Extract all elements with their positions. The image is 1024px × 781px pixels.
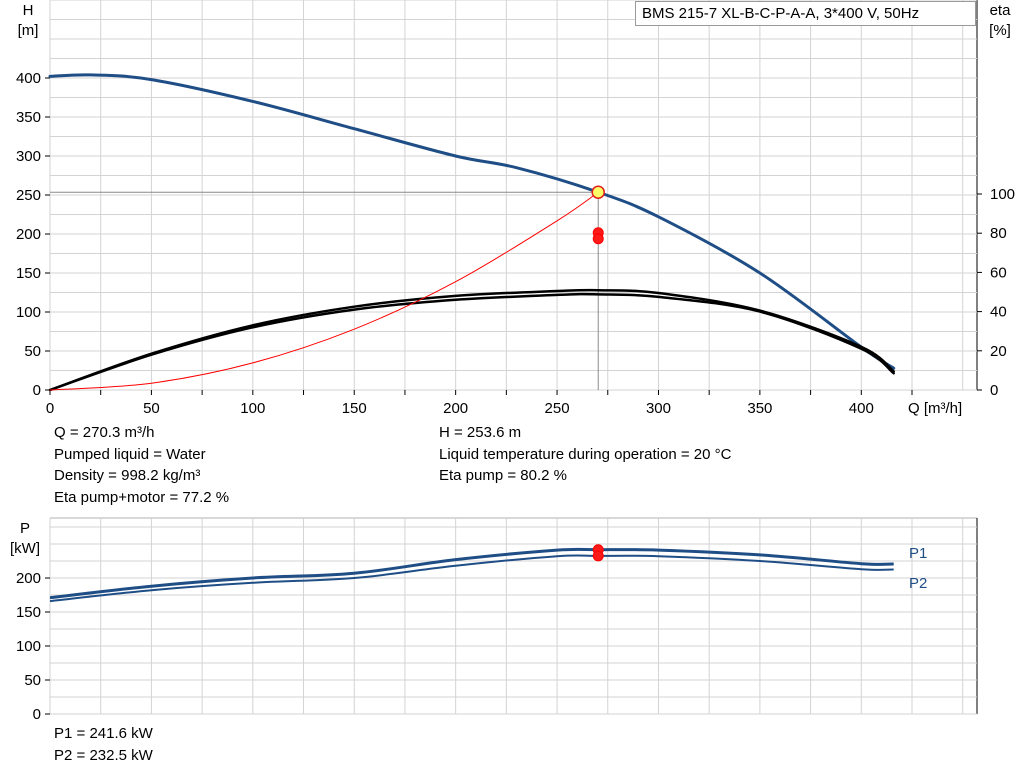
x-tick-label: 150: [342, 400, 367, 417]
lower-plot-area: [49, 517, 978, 715]
y2-axis-label: eta: [990, 2, 1012, 19]
x-tick-label: 350: [747, 400, 772, 417]
head-curve: [48, 73, 896, 370]
power-axis-unit: [kW]: [10, 540, 40, 557]
x-tick-label: 50: [143, 400, 160, 417]
lower-tick-labels: 0 50 100 150 200: [16, 570, 50, 723]
y-tick-label: 400: [16, 70, 41, 87]
y-tick-label: 0: [33, 706, 41, 723]
y-axis-label: H: [23, 2, 34, 19]
x-axis-label: Q [m³/h]: [908, 400, 962, 417]
y-tick-label: 200: [16, 570, 41, 587]
info-eta-pump-motor: Eta pump+motor = 77.2 %: [54, 489, 230, 506]
y-tick-label: 50: [24, 672, 41, 689]
info-p1: P1 = 241.6 kW: [54, 725, 153, 742]
upper-grid: [49, 0, 977, 391]
info-eta-pump: Eta pump = 80.2 %: [439, 467, 567, 484]
system-curve: [49, 191, 599, 391]
y-axis-unit: [m]: [18, 22, 39, 39]
info-temperature: Liquid temperature during operation = 20…: [439, 446, 732, 463]
info-p2: P2 = 232.5 kW: [54, 747, 153, 764]
eta-pump-curve: [48, 288, 895, 392]
legend-p1: P1: [909, 545, 927, 562]
info-density: Density = 998.2 kg/m³: [54, 467, 201, 484]
duty-point-marker: [591, 185, 605, 199]
y-tick-label: 300: [16, 148, 41, 165]
power-point-marker: [592, 550, 604, 562]
y-tick-label: 100: [16, 638, 41, 655]
power-curve-p2: [49, 554, 894, 603]
eta-point-marker: [592, 233, 604, 245]
y2-tick-label: 100: [990, 186, 1015, 203]
y2-axis-unit: [%]: [989, 22, 1011, 39]
y2-tick-label: 80: [990, 225, 1007, 242]
y2-tick-label: 0: [990, 382, 998, 399]
legend-p2: P2: [909, 575, 927, 592]
upper-series: [48, 73, 896, 392]
eta-pump-motor-curve: [48, 292, 895, 392]
y2-tick-label: 20: [990, 343, 1007, 360]
lower-series: [49, 544, 894, 603]
y-tick-label: 150: [16, 604, 41, 621]
x-tick-label: 300: [646, 400, 671, 417]
info-head: H = 253.6 m: [439, 424, 522, 441]
x-tick-label: 200: [443, 400, 468, 417]
power-curve-p1: [49, 547, 894, 600]
x-tick-label: 100: [240, 400, 265, 417]
chart-title: BMS 215-7 XL-B-C-P-A-A, 3*400 V, 50Hz: [635, 1, 976, 26]
y-tick-label: 200: [16, 226, 41, 243]
info-flow: Q = 270.3 m³/h: [54, 424, 155, 441]
y2-tick-label: 60: [990, 264, 1007, 281]
upper-tick-labels: 0 50 100 150 200 250 300 350 4000501001502002503…: [16, 70, 1015, 417]
x-tick-label: 0: [46, 400, 54, 417]
y-tick-label: 350: [16, 109, 41, 126]
lower-grid: [49, 518, 977, 715]
y-tick-label: 100: [16, 304, 41, 321]
y-tick-label: 150: [16, 265, 41, 282]
x-tick-label: 400: [849, 400, 874, 417]
y-tick-label: 0: [33, 382, 41, 399]
power-axis-label: P: [20, 520, 30, 537]
info-liquid: Pumped liquid = Water: [54, 446, 206, 463]
y-tick-label: 250: [16, 187, 41, 204]
x-tick-label: 250: [545, 400, 570, 417]
y2-tick-label: 40: [990, 304, 1007, 321]
y-tick-label: 50: [24, 343, 41, 360]
